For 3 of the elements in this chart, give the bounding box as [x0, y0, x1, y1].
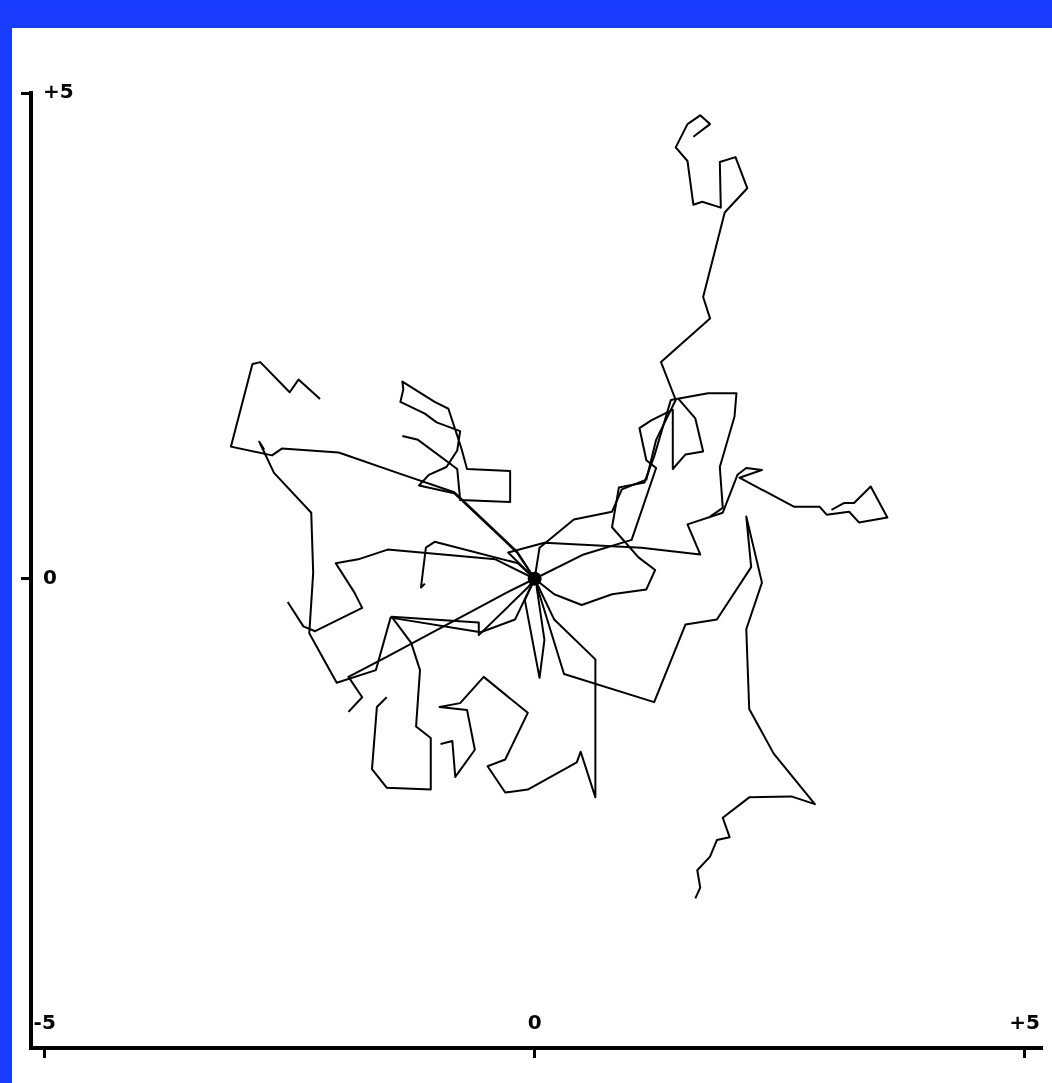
x-tick-label: 0	[527, 1010, 542, 1035]
x-tick-label: -5	[33, 1010, 56, 1035]
x-tick-label: +5	[1009, 1010, 1040, 1035]
